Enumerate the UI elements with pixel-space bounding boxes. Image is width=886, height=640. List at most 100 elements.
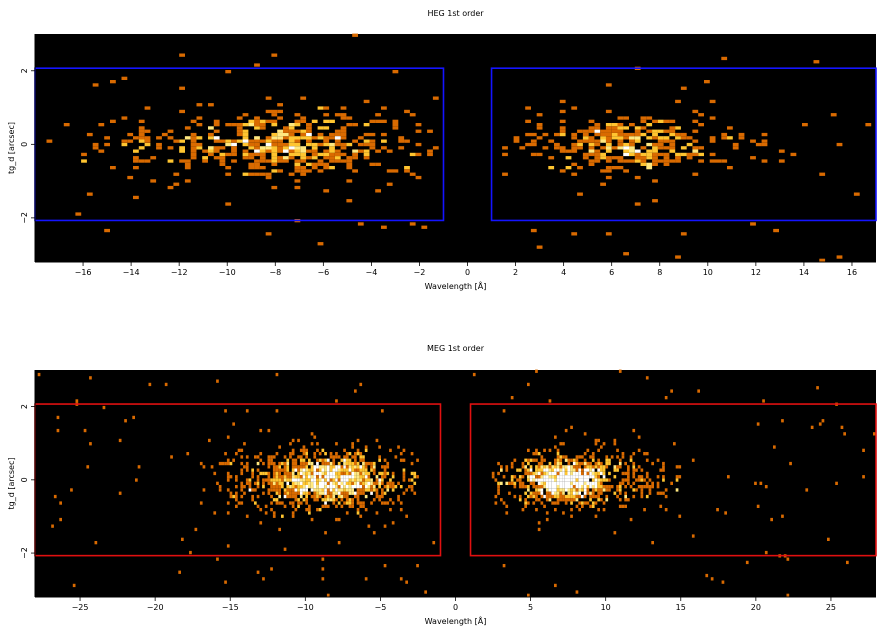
- event-bin: [326, 481, 330, 485]
- event-bin: [617, 129, 624, 133]
- event-bin: [600, 146, 606, 150]
- event-bin: [316, 448, 319, 452]
- event-bin: [594, 438, 598, 443]
- event-bin: [416, 475, 419, 479]
- event-bin: [602, 501, 606, 505]
- event-bin: [629, 139, 635, 143]
- event-bin: [664, 494, 668, 499]
- event-bin: [267, 455, 271, 459]
- event-bin: [310, 478, 314, 482]
- event-bin: [367, 478, 371, 482]
- event-bin: [548, 478, 552, 482]
- event-bin: [545, 478, 549, 482]
- event-bin: [262, 461, 265, 466]
- event-bin: [675, 465, 679, 469]
- event-bin: [623, 152, 629, 157]
- event-bin: [591, 488, 595, 492]
- event-bin: [518, 468, 522, 472]
- event-bin: [567, 475, 571, 479]
- event-bin: [583, 471, 587, 476]
- event-bin: [562, 455, 565, 459]
- event-bin: [663, 136, 670, 140]
- event-bin: [529, 491, 533, 495]
- event-bin: [321, 567, 325, 571]
- event-bin: [340, 494, 344, 499]
- event-bin: [410, 452, 414, 456]
- event-bin: [323, 189, 330, 193]
- event-bin: [370, 488, 373, 492]
- event-bin: [326, 475, 330, 479]
- event-bin: [144, 142, 151, 147]
- event-bin: [375, 491, 379, 495]
- event-bin: [548, 461, 552, 466]
- event-bin: [577, 129, 583, 133]
- event-bin: [662, 475, 665, 479]
- event-bin: [540, 471, 544, 476]
- event-bin: [354, 468, 357, 472]
- event-bin: [586, 501, 590, 505]
- event-bin: [316, 485, 319, 489]
- event-bin: [248, 139, 255, 143]
- event-bin: [542, 146, 549, 150]
- event-bin: [608, 485, 611, 489]
- event-bin: [224, 452, 227, 456]
- event-bin: [572, 488, 576, 492]
- event-bin: [764, 550, 768, 555]
- event-bin: [652, 199, 658, 203]
- event-bin: [248, 142, 255, 147]
- event-bin: [497, 491, 500, 495]
- event-bin: [294, 149, 301, 153]
- event-bin: [616, 488, 619, 492]
- event-bin: [372, 461, 376, 466]
- event-bin: [691, 458, 695, 462]
- event-bin: [617, 123, 624, 127]
- event-bin: [332, 488, 336, 492]
- event-bin: [321, 504, 325, 508]
- event-bin: [265, 159, 272, 163]
- event-bin: [397, 498, 400, 502]
- event-bin: [524, 465, 527, 469]
- event-bin: [564, 458, 568, 462]
- event-bin: [632, 481, 636, 485]
- event-bin: [559, 119, 566, 123]
- event-bin: [577, 166, 583, 170]
- event-bin: [646, 162, 653, 166]
- event-bin: [786, 557, 790, 561]
- event-bin: [572, 494, 576, 499]
- event-bin: [600, 139, 606, 143]
- event-bin: [167, 146, 174, 150]
- event-bin: [300, 169, 307, 173]
- event-bin: [359, 468, 363, 472]
- event-bin: [132, 415, 135, 420]
- event-bin: [588, 142, 595, 147]
- x-tick-label: 10: [601, 603, 611, 612]
- event-bin: [369, 162, 376, 166]
- event-bin: [559, 126, 566, 130]
- event-bin: [308, 511, 311, 515]
- event-bin: [663, 129, 670, 133]
- event-bin: [337, 494, 341, 499]
- event-bin: [271, 169, 278, 173]
- event-bin: [536, 123, 543, 127]
- event-bin: [94, 541, 98, 545]
- event-bin: [572, 458, 576, 462]
- event-bin: [335, 471, 338, 476]
- event-bin: [265, 109, 272, 114]
- event-bin: [248, 485, 252, 489]
- event-bin: [572, 471, 576, 476]
- event-bin: [306, 129, 312, 133]
- event-bin: [646, 123, 653, 127]
- event-bin: [270, 488, 273, 492]
- event-bin: [583, 475, 587, 479]
- event-bin: [317, 106, 324, 110]
- event-bin: [621, 478, 625, 482]
- event-bin: [651, 461, 654, 466]
- event-bin: [562, 442, 565, 446]
- event-bin: [335, 504, 338, 508]
- event-bin: [623, 142, 629, 147]
- event-bin: [652, 136, 658, 140]
- event-bin: [540, 461, 544, 466]
- event-bin: [618, 481, 622, 485]
- event-bin: [637, 478, 641, 482]
- event-bin: [313, 485, 317, 489]
